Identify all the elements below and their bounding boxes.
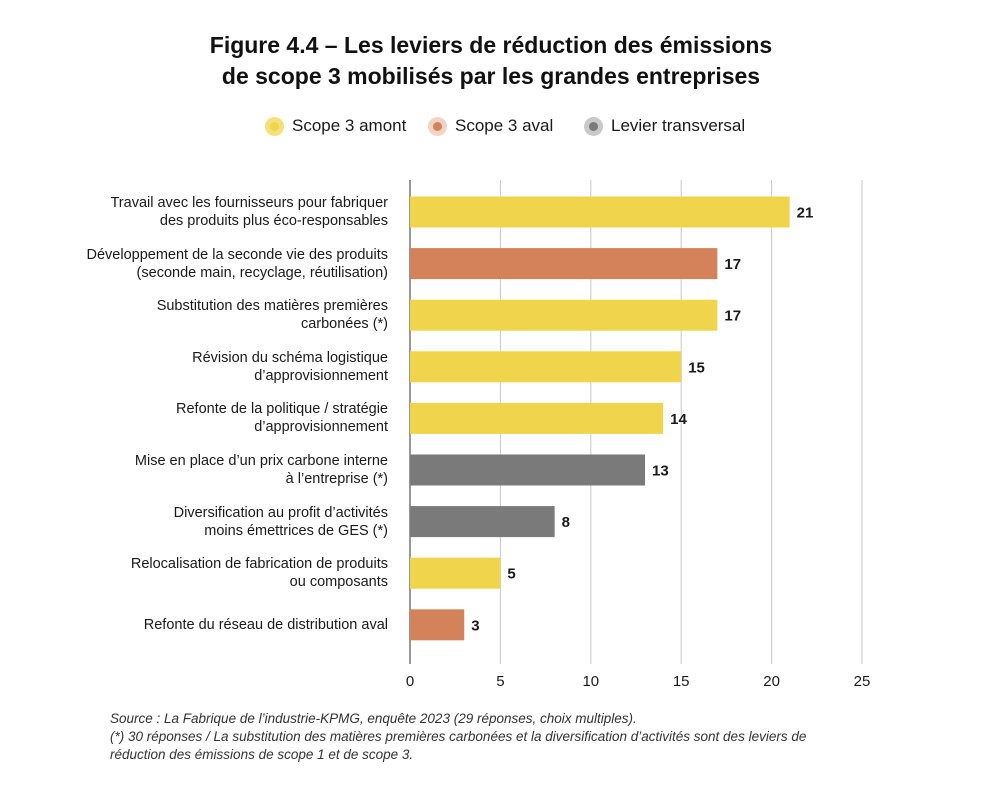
x-tick-label: 25 <box>854 673 871 690</box>
category-label: Refonte de la politique / stratégie d’app… <box>176 400 388 436</box>
category-label-line: Mise en place d’un prix carbone interne <box>134 453 388 469</box>
source-note: Source : La Fabrique de l’industrie-KPMG… <box>110 710 870 764</box>
bar-value-label: 15 <box>688 359 705 376</box>
source-line-2: (*) 30 réponses / La substitution des ma… <box>110 729 807 744</box>
bar-value-label: 3 <box>471 617 479 634</box>
category-label: Diversification au profit d’activités moi… <box>174 504 388 540</box>
bar <box>410 248 718 280</box>
bar <box>410 402 664 434</box>
bar <box>410 454 646 486</box>
legend: Scope 3 amont Scope 3 aval Levier transv… <box>0 116 982 144</box>
category-label-line: moins émettrices de GES (*) <box>204 522 388 539</box>
category-label-line: Travail avec les fournisseurs pour fabri… <box>110 195 388 211</box>
bar <box>410 506 555 538</box>
legend-swatch-levier-transversal <box>584 116 603 136</box>
category-label-line: Développement de la seconde vie des prod… <box>86 246 388 263</box>
category-label-line: Substitution des matières premières <box>156 298 388 315</box>
legend-item-scope3-aval: Scope 3 aval <box>428 116 553 136</box>
bar-value-label: 14 <box>670 411 687 428</box>
legend-item-scope3-amont: Scope 3 amont <box>265 116 406 136</box>
category-label-line: Diversification au profit d’activités <box>173 504 388 521</box>
category-label-line: Relocalisation de fabrication de produit… <box>130 556 388 573</box>
bar <box>410 609 465 641</box>
category-label: Travail avec les fournisseurs pour fabri… <box>110 194 388 230</box>
x-tick-label: 15 <box>673 673 690 690</box>
bar <box>410 557 501 589</box>
category-label-line: des produits plus éco-responsables <box>159 213 388 229</box>
category-label-line: Révision du schéma logistique <box>192 349 388 366</box>
category-label: Développement de la seconde vie des prod… <box>87 246 388 282</box>
bar <box>410 299 718 331</box>
bar-value-label: 21 <box>797 205 814 222</box>
bar-value-label: 17 <box>724 256 741 273</box>
bar <box>410 351 682 383</box>
chart-title-line-1: Figure 4.4 – Les leviers de réduction de… <box>209 32 773 58</box>
legend-label-scope3-aval: Scope 3 aval <box>455 116 554 135</box>
source-line-3: réduction des émissions de scope 1 et de… <box>110 747 414 762</box>
category-label-line: d’approvisionnement <box>254 419 388 436</box>
source-line-1: Source : La Fabrique de l’industrie-KPMG… <box>110 711 637 726</box>
chart-title: Figure 4.4 – Les leviers de réduction de… <box>0 30 982 92</box>
category-label: Mise en place d’un prix carbone interne à… <box>135 452 388 488</box>
category-label: Substitution des matières premières carbo… <box>157 297 388 333</box>
legend-label-scope3-amont: Scope 3 amont <box>292 116 407 135</box>
x-tick-label: 20 <box>763 673 780 690</box>
x-tick-label: 5 <box>496 673 504 690</box>
legend-swatch-scope3-aval <box>428 116 447 136</box>
legend-label-levier-transversal: Levier transversal <box>611 116 746 135</box>
category-label-line: Refonte de la politique / stratégie <box>176 401 388 418</box>
chart-title-line-2: de scope 3 mobilisés par les grandes ent… <box>221 63 761 89</box>
x-tick-label: 10 <box>582 673 599 690</box>
legend-swatch-scope3-amont <box>265 116 284 136</box>
category-label: Refonte du réseau de distribution aval <box>144 616 388 634</box>
category-label-line: ou composants <box>289 574 388 591</box>
bar-value-label: 13 <box>652 463 669 480</box>
category-label-line: Refonte du réseau de distribution aval <box>143 616 388 633</box>
category-label-line: carbonées (*) <box>300 316 388 333</box>
bar-value-label: 17 <box>724 308 741 325</box>
category-label: Relocalisation de fabrication de produit… <box>131 555 388 591</box>
bar-value-label: 8 <box>562 514 570 531</box>
bar <box>410 196 790 228</box>
category-label: Révision du schéma logistique d’approvisi… <box>192 349 388 385</box>
x-tick-label: 0 <box>406 673 414 690</box>
category-label-line: à l’entreprise (*) <box>285 471 388 487</box>
category-label-line: (seconde main, recyclage, réutilisation) <box>136 264 388 281</box>
legend-item-levier-transversal: Levier transversal <box>584 116 745 136</box>
category-label-line: d’approvisionnement <box>254 367 388 384</box>
bar-value-label: 5 <box>507 566 515 583</box>
